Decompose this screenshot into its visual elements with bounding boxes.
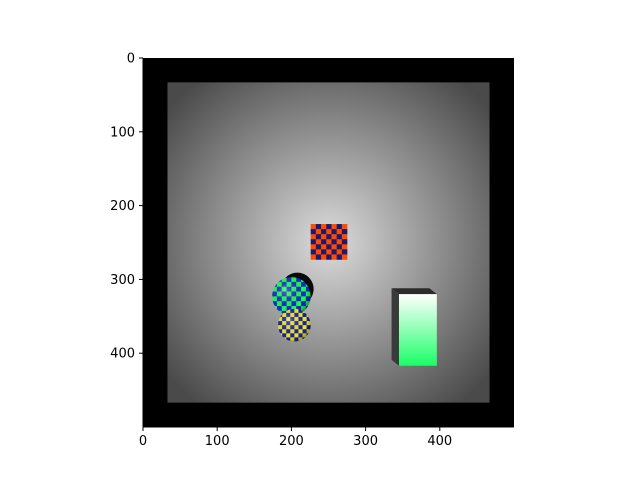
- gradient-box: [391, 288, 437, 366]
- checker-cell: [336, 234, 343, 240]
- checker-cell: [315, 224, 322, 230]
- checker-cell: [310, 244, 317, 250]
- checker-cell: [336, 224, 343, 230]
- checker-cell: [331, 244, 337, 250]
- checker-cell: [321, 229, 327, 235]
- x-tick-label: 100: [205, 434, 230, 449]
- checker-cell: [341, 244, 348, 250]
- x-tick-label: 0: [139, 434, 147, 449]
- checker-cell: [326, 224, 332, 230]
- checker-cell: [310, 254, 317, 260]
- y-tick-label: 100: [110, 125, 135, 140]
- box-side: [391, 288, 399, 366]
- checker-cell: [341, 254, 348, 260]
- checker-cell: [310, 249, 317, 255]
- checker-cell: [321, 254, 327, 260]
- checker-cell: [315, 229, 322, 235]
- checker-cell: [331, 249, 337, 255]
- checker-cell: [341, 224, 348, 230]
- checker-cell: [336, 239, 343, 245]
- y-tick-label: 300: [110, 273, 135, 288]
- checker-cell: [310, 229, 317, 235]
- x-tick-label: 200: [279, 434, 304, 449]
- checker-cell: [315, 234, 322, 240]
- axes: 0 100 200 300 400 0 100 200 300 400: [110, 52, 514, 449]
- checker-cell: [331, 229, 337, 235]
- checker-cell: [310, 239, 317, 245]
- x-tick-label: 400: [427, 434, 452, 449]
- checker-cell: [315, 254, 322, 260]
- sphere-shading: [278, 308, 311, 342]
- checker-cell: [321, 244, 327, 250]
- checker-cell: [341, 234, 348, 240]
- checker-cell: [336, 254, 343, 260]
- box-top: [391, 288, 437, 295]
- checker-cell: [336, 229, 343, 235]
- checker-cell: [321, 239, 327, 245]
- x-tick-label: 300: [353, 434, 378, 449]
- checker-cell: [326, 244, 332, 250]
- sphere-shading: [272, 277, 311, 316]
- checker-cell: [336, 244, 343, 250]
- checker-cell: [315, 249, 322, 255]
- checker-cell: [331, 224, 337, 230]
- checker-cell: [331, 239, 337, 245]
- image-plot-area: [143, 58, 514, 427]
- y-tick-label: 200: [110, 199, 135, 214]
- checker-cell: [326, 239, 332, 245]
- checker-cell: [326, 229, 332, 235]
- checker-cell: [331, 234, 337, 240]
- box-front: [398, 294, 437, 366]
- green-blue-checkered-sphere: [272, 272, 314, 316]
- checker-cell: [331, 254, 337, 260]
- checker-cell: [341, 229, 348, 235]
- checker-cell: [310, 224, 317, 230]
- y-tick-label: 0: [127, 52, 135, 67]
- checker-cell: [326, 249, 332, 255]
- checker-cell: [315, 239, 322, 245]
- checker-cell: [321, 224, 327, 230]
- checker-cell: [326, 254, 332, 260]
- checker-cell: [315, 244, 322, 250]
- y-tick-label: 400: [110, 347, 135, 362]
- checker-cell: [341, 249, 348, 255]
- checker-cell: [341, 239, 348, 245]
- checkered-square: [310, 224, 348, 260]
- checker-cell: [336, 249, 343, 255]
- checker-cell: [310, 234, 317, 240]
- checker-cell: [321, 249, 327, 255]
- checker-cell: [321, 234, 327, 240]
- checker-cell: [326, 234, 332, 240]
